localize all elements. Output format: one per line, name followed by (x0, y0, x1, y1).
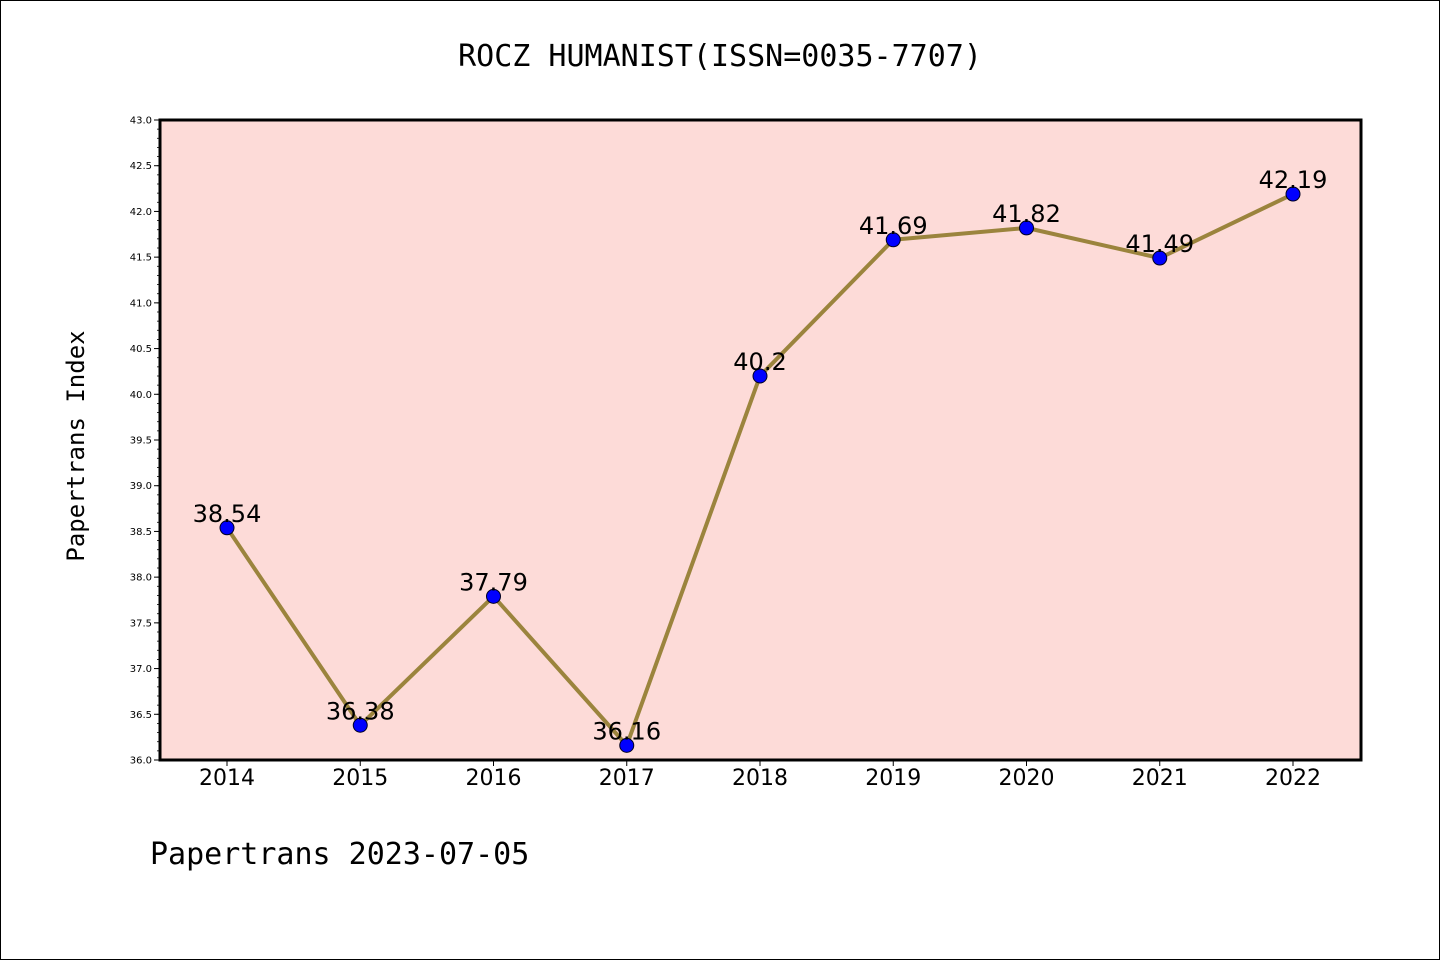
y-tick-label: 37.0 (130, 664, 152, 675)
plot-area (160, 120, 1361, 760)
y-tick-label: 43.0 (130, 116, 152, 127)
data-point (1285, 186, 1301, 202)
y-tick-label: 38.5 (130, 527, 152, 538)
data-label: 36.38 (326, 697, 395, 725)
y-tick-label: 40.0 (130, 390, 152, 401)
y-tick-label: 36.5 (130, 710, 152, 721)
x-tick-label: 2018 (732, 766, 788, 791)
y-tick-label: 37.5 (130, 618, 152, 629)
data-label: 38.54 (193, 500, 262, 528)
y-tick-label: 39.5 (130, 436, 152, 447)
data-point (486, 588, 501, 604)
y-tick-label: 38.0 (130, 573, 152, 584)
x-tick-label: 2017 (599, 766, 655, 791)
data-point (219, 520, 235, 536)
x-tick-label: 2020 (999, 766, 1055, 791)
chart-title: ROCZ HUMANIST(ISSN=0035-7707) (458, 39, 982, 74)
y-tick-label: 41.0 (130, 298, 152, 309)
x-tick-label: 2021 (1132, 766, 1188, 791)
y-axis: 36.0 36.5 37.0 37.5 38.0 38.5 39.0 39.5 40.0 40.5… (130, 116, 160, 767)
plot-border (158, 118, 1363, 762)
y-tick-label: 40.5 (130, 344, 152, 355)
data-point (885, 232, 901, 248)
data-point (352, 717, 368, 733)
data-label: 41.69 (859, 212, 928, 240)
y-tick-label: 42.5 (130, 161, 152, 172)
y-axis-label: Papertrans Index (62, 330, 90, 561)
x-tick-label: 2015 (332, 766, 388, 791)
data-label: 36.16 (592, 717, 661, 745)
data-label: 37.79 (459, 568, 528, 596)
data-point (752, 368, 768, 384)
data-label: 40.2 (733, 348, 786, 376)
y-tick-label: 41.5 (130, 253, 152, 264)
x-tick-label: 2022 (1265, 766, 1321, 791)
x-tick-label: 2019 (865, 766, 921, 791)
data-label: 41.82 (992, 200, 1061, 228)
y-tick-label: 42.0 (130, 207, 152, 218)
x-tick-label: 2014 (199, 766, 255, 791)
y-tick-label: 39.0 (130, 481, 152, 492)
y-tick-label: 36.0 (130, 756, 152, 767)
data-label: 42.19 (1259, 166, 1328, 194)
x-axis: 2014 2015 2016 2017 2018 2019 2020 2021 2022 (199, 760, 1321, 791)
data-point (1019, 220, 1034, 236)
footer-text: Papertrans 2023-07-05 (150, 837, 529, 872)
data-label: 41.49 (1125, 230, 1194, 258)
x-tick-label: 2016 (466, 766, 522, 791)
data-point (1152, 250, 1168, 266)
data-point (619, 737, 635, 753)
series: 38.54 36.38 37.79 36.16 40.2 41.69 41.82 41.49 4… (193, 166, 1328, 753)
